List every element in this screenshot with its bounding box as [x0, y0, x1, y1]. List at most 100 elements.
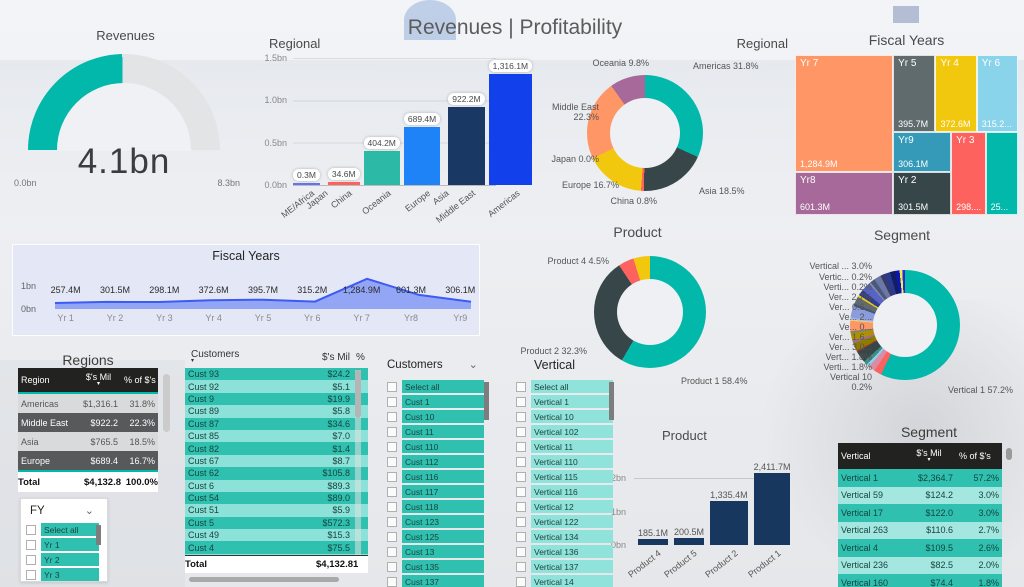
slicer-item-label[interactable]: Cust 135 [402, 560, 484, 573]
checkbox[interactable] [516, 486, 526, 497]
scrollbar-thumb[interactable] [1006, 448, 1012, 460]
checkbox[interactable] [26, 569, 36, 580]
checkbox[interactable] [516, 456, 526, 467]
column-header[interactable]: % of $'s [959, 451, 991, 461]
treemap-tile[interactable]: Yr 6 315.2... [976, 55, 1018, 132]
checkbox[interactable] [387, 471, 397, 482]
slicer-item[interactable]: Vertical 134 [516, 530, 620, 543]
slicer-item[interactable]: Cust 135 [387, 560, 499, 573]
slicer-item[interactable]: Cust 116 [387, 470, 499, 483]
checkbox[interactable] [387, 576, 397, 587]
slicer-item-label[interactable]: Cust 118 [402, 500, 484, 513]
slicer-item[interactable]: Cust 118 [387, 500, 499, 513]
scrollbar-thumb[interactable] [484, 382, 489, 420]
table-row[interactable]: Cust 9 $19.9 [185, 392, 368, 406]
table-row[interactable]: Cust 92 $5.1 [185, 380, 368, 393]
slicer-item-label[interactable]: Vertical 14 [531, 575, 613, 587]
checkbox[interactable] [516, 441, 526, 452]
table-header[interactable]: Vertical $'s Mil ▾ % of $'s [838, 443, 1002, 469]
slicer-item[interactable]: Cust 137 [387, 575, 499, 587]
checkbox[interactable] [387, 381, 397, 392]
slicer-item-label[interactable]: Cust 125 [402, 530, 484, 543]
slicer-item[interactable]: Vertical 136 [516, 545, 620, 558]
slicer-item-label[interactable]: Vertical 116 [531, 485, 613, 498]
table-row[interactable]: Asia $765.5 18.5% [18, 432, 158, 451]
horizontal-scrollbar-thumb[interactable] [189, 577, 339, 582]
table-row[interactable]: Europe $689.4 16.7% [18, 451, 158, 470]
slicer-item-label[interactable]: Select all [531, 380, 613, 393]
slicer-item-label[interactable]: Vertical 12 [531, 500, 613, 513]
table-row[interactable]: Cust 82 $1.4 [185, 442, 368, 455]
treemap-tile[interactable]: Yr 3 298.... [951, 131, 986, 215]
slicer-item[interactable]: Yr 3 [26, 568, 104, 581]
slicer-item[interactable]: Cust 112 [387, 455, 499, 468]
column-header[interactable]: Region [21, 375, 50, 385]
slicer-item-label[interactable]: Vertical 102 [531, 425, 613, 438]
slicer-item[interactable]: Vertical 12 [516, 500, 620, 513]
table-row[interactable]: Vertical 59 $124.2 3.0% [838, 486, 1002, 504]
donut-ring[interactable] [594, 256, 706, 368]
column-header-sorted[interactable]: $'s Mil ▾ [85, 373, 112, 387]
slicer-item-label[interactable]: Cust 123 [402, 515, 484, 528]
table-row[interactable]: Vertical 1 $2,364.7 57.2% [838, 469, 1002, 487]
checkbox[interactable] [387, 486, 397, 497]
treemap-tile[interactable]: 25... [985, 131, 1018, 215]
bar[interactable] [293, 183, 320, 185]
scrollbar-thumb[interactable] [355, 370, 361, 418]
bar[interactable] [674, 538, 705, 545]
donut-ring[interactable] [850, 270, 960, 380]
slicer-item-label[interactable]: Vertical 115 [531, 470, 613, 483]
table-row[interactable]: Cust 5 $572.3 [185, 516, 368, 530]
table-row[interactable]: Cust 93 $24.2 [185, 368, 368, 381]
checkbox[interactable] [387, 441, 397, 452]
column-header[interactable]: Vertical [841, 451, 871, 461]
table-row[interactable]: Cust 39$29.8 [185, 553, 368, 555]
table-row[interactable]: Vertical 4 $109.5 2.6% [838, 539, 1002, 557]
slicer-item[interactable]: Cust 123 [387, 515, 499, 528]
slicer-item[interactable]: Vertical 102 [516, 425, 620, 438]
checkbox[interactable] [516, 546, 526, 557]
checkbox[interactable] [387, 501, 397, 512]
checkbox[interactable] [516, 426, 526, 437]
bar[interactable] [710, 500, 748, 545]
bar[interactable] [403, 126, 441, 185]
slicer-item[interactable]: Vertical 116 [516, 485, 620, 498]
column-header[interactable]: % [356, 351, 365, 363]
checkbox[interactable] [516, 411, 526, 422]
slicer-item[interactable]: Vertical 10 [516, 410, 620, 423]
slicer-item[interactable]: Vertical 110 [516, 455, 620, 468]
table-row[interactable]: Cust 62 $105.8 [185, 467, 368, 480]
slicer-item-label[interactable]: Vertical 10 [531, 410, 613, 423]
table-row[interactable]: Vertical 236 $82.5 2.0% [838, 556, 1002, 574]
slicer-item[interactable]: Yr 1 [26, 538, 104, 551]
checkbox[interactable] [516, 381, 526, 392]
slicer-item[interactable]: Cust 1 [387, 395, 499, 408]
slicer-item[interactable]: Select all [516, 380, 620, 393]
bar[interactable] [327, 182, 360, 185]
checkbox[interactable] [26, 524, 36, 535]
slicer-item[interactable]: Cust 13 [387, 545, 499, 558]
checkbox[interactable] [516, 471, 526, 482]
donut-ring[interactable] [587, 75, 703, 191]
table-row[interactable]: Cust 54 $89.0 [185, 491, 368, 505]
chevron-down-icon[interactable]: ⌄ [84, 505, 94, 517]
slicer-item-label[interactable]: Vertical 137 [531, 560, 613, 573]
slicer-item-label[interactable]: Vertical 110 [531, 455, 613, 468]
bar[interactable] [363, 150, 400, 185]
checkbox[interactable] [387, 411, 397, 422]
scrollbar-thumb[interactable] [96, 525, 101, 545]
slicer-item-label[interactable]: Yr 1 [41, 538, 99, 551]
treemap-tile[interactable]: Yr8 601.3M [795, 171, 894, 215]
checkbox[interactable] [516, 396, 526, 407]
table-header[interactable]: Region $'s Mil ▾ % of $'s [18, 368, 158, 394]
table-header[interactable]: Customers ▾ $'s Mil % [185, 346, 368, 368]
checkbox[interactable] [387, 516, 397, 527]
slicer-item-label[interactable]: Vertical 122 [531, 515, 613, 528]
column-header-sorted[interactable]: $'s Mil ▾ [916, 449, 942, 463]
table-row[interactable]: Cust 49 $15.3 [185, 529, 368, 542]
slicer-item[interactable]: Cust 10 [387, 410, 499, 423]
table-row[interactable]: Cust 85 $7.0 [185, 429, 368, 443]
checkbox[interactable] [387, 546, 397, 557]
table-row[interactable]: Americas $1,316.1 31.8% [18, 394, 158, 413]
slicer-item[interactable]: Vertical 137 [516, 560, 620, 573]
